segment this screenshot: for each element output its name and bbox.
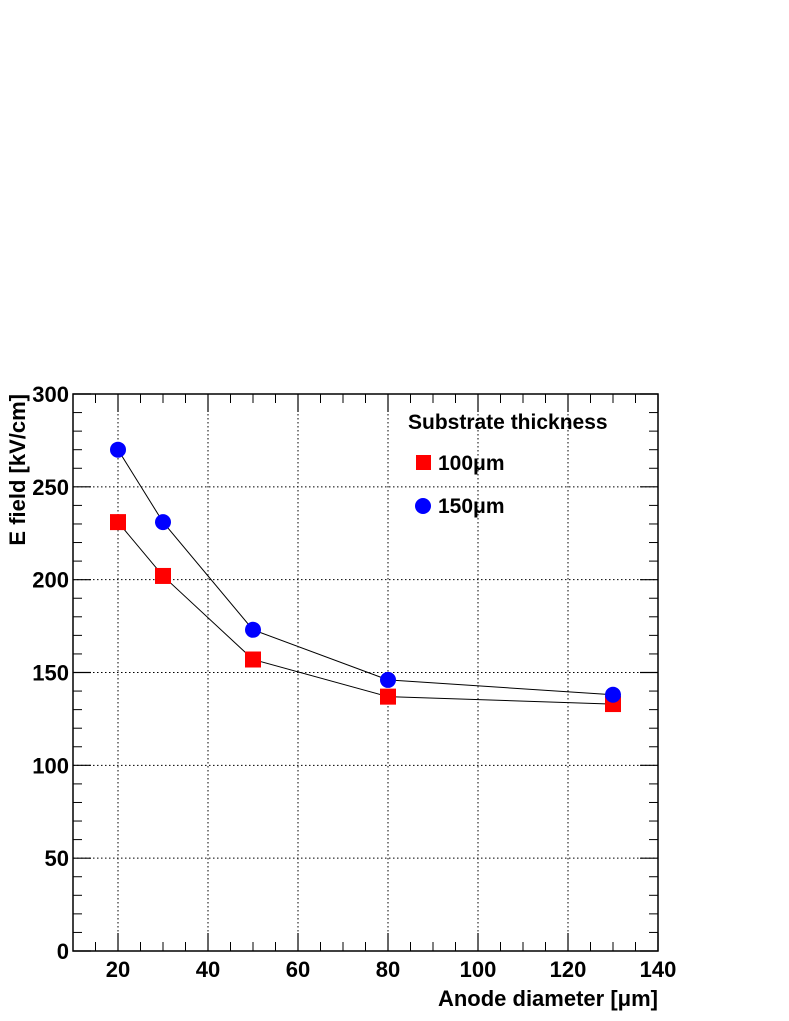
data-point-square (110, 514, 126, 531)
data-point-square (155, 567, 171, 584)
y-tick-label: 100 (32, 753, 69, 778)
y-tick-label: 0 (57, 939, 69, 964)
legend-marker-150um (415, 498, 431, 514)
data-point-circle (110, 441, 126, 458)
legend-label-150um: 150μm (438, 495, 505, 518)
x-tick-label: 120 (550, 957, 587, 982)
data-point-square (245, 651, 261, 668)
x-tick-label: 140 (640, 957, 677, 982)
data-point-circle (245, 621, 261, 638)
legend-title: Substrate thickness (408, 411, 608, 434)
x-axis-label: Anode diameter [μm] (438, 986, 658, 1011)
legend-label-100um: 100μm (438, 452, 505, 475)
data-point-circle (380, 671, 396, 688)
data-point-circle (605, 686, 621, 703)
y-axis-label: E field [kV/cm] (5, 394, 30, 546)
tick-labels: 20 40 60 80 100 120 140 0 50 100 150 200 250 300 (32, 382, 676, 982)
y-tick-label: 200 (32, 568, 69, 593)
y-tick-label: 300 (32, 382, 69, 407)
x-tick-label: 60 (286, 957, 310, 982)
data-point-square (380, 688, 396, 705)
series-markers (110, 441, 621, 713)
y-tick-label: 150 (32, 661, 69, 686)
x-tick-label: 100 (460, 957, 497, 982)
x-tick-label: 40 (196, 957, 220, 982)
legend: Substrate thickness 100μm 150μm (408, 411, 608, 518)
axis-ticks (72, 393, 659, 952)
data-point-circle (155, 514, 171, 531)
x-tick-label: 20 (106, 957, 130, 982)
y-tick-label: 50 (45, 846, 69, 871)
x-tick-label: 80 (376, 957, 400, 982)
y-tick-label: 250 (32, 475, 69, 500)
legend-marker-100um (416, 455, 431, 470)
grid (73, 393, 659, 952)
